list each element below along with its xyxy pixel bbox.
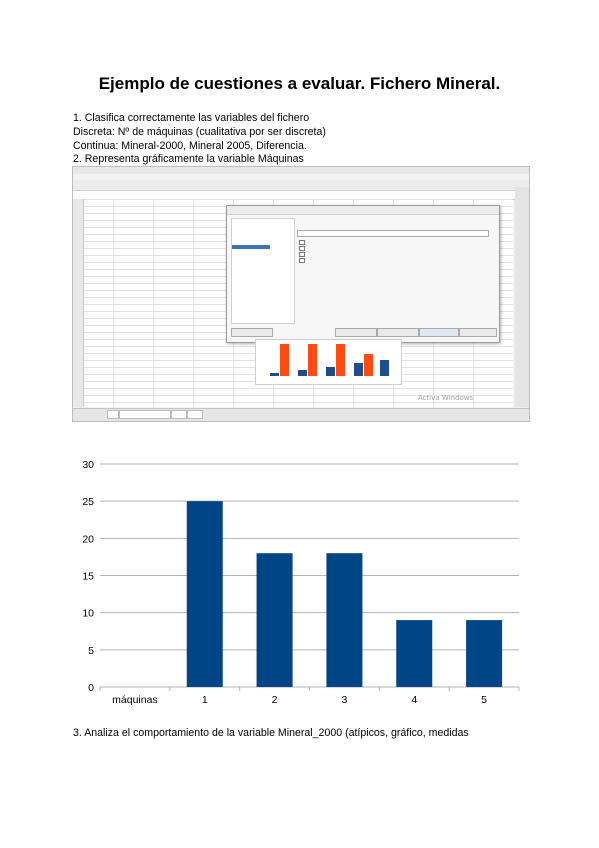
- y-tick-label: 20: [82, 533, 94, 545]
- dialog-range-field: [297, 230, 489, 237]
- mini-bar: [364, 354, 373, 376]
- answer-discreta: Discreta: Nº de máquinas (cualitativa po…: [73, 126, 326, 138]
- bar-5: [466, 620, 503, 687]
- chart-wizard-dialog: [226, 205, 500, 343]
- sheet-tab: [107, 410, 119, 419]
- sheet-tabs-bar: [73, 408, 529, 421]
- bar-2: [256, 553, 293, 687]
- x-tick-label: 3: [341, 694, 347, 706]
- mini-bar: [326, 367, 335, 376]
- bar-4: [396, 620, 433, 687]
- mini-chart-preview: [255, 339, 402, 385]
- dialog-checkbox: [299, 252, 305, 257]
- bar-chart-svg: 0 5 10 15 20 25 30 máquinas 1 2 3 4 5: [82, 459, 520, 706]
- question-3: 3. Analiza el comportamiento de la varia…: [73, 727, 469, 739]
- bar-1: [186, 501, 223, 687]
- question-1: 1. Clasifica correctamente las variables…: [73, 112, 310, 124]
- mini-bar: [270, 373, 279, 376]
- x-tick-label: máquinas: [112, 694, 158, 706]
- x-tick-label: 5: [481, 694, 487, 706]
- mini-bar: [280, 344, 289, 376]
- mini-bar: [354, 363, 363, 376]
- mini-bar: [336, 344, 345, 376]
- row-headers: [73, 199, 84, 407]
- spreadsheet-screenshot: Activa Windows: [72, 166, 530, 422]
- document-title: Ejemplo de cuestiones a evaluar. Fichero…: [98, 74, 501, 93]
- bar-3: [326, 553, 363, 687]
- y-tick-label: 0: [88, 682, 94, 694]
- dialog-cancel-button: [459, 328, 497, 337]
- mini-bar: [380, 360, 389, 376]
- sheet-tab: [119, 410, 171, 419]
- toolbar: [73, 180, 529, 191]
- dialog-checkbox: [299, 246, 305, 251]
- sidebar-panel: [515, 187, 529, 407]
- answer-continua: Continua: Mineral-2000, Mineral 2005, Di…: [73, 140, 307, 152]
- dialog-step-selected: [232, 245, 270, 249]
- question-2: 2. Representa gráficamente la variable M…: [73, 153, 304, 165]
- dialog-checkbox: [299, 258, 305, 263]
- dialog-next-button: [377, 328, 419, 337]
- dialog-finish-button: [419, 328, 459, 337]
- bar-chart: 0 5 10 15 20 25 30 máquinas 1 2 3 4 5: [0, 450, 599, 720]
- dialog-checkbox: [299, 240, 305, 245]
- window-titlebar: [73, 167, 529, 174]
- y-tick-label: 15: [82, 571, 94, 583]
- x-tick-label: 2: [272, 694, 278, 706]
- y-tick-label: 10: [82, 608, 94, 620]
- dialog-back-button: [335, 328, 377, 337]
- mini-bar: [308, 344, 317, 376]
- sheet-tab: [171, 410, 187, 419]
- y-tick-label: 25: [82, 496, 94, 508]
- mini-bar: [298, 370, 307, 376]
- y-tick-label: 30: [82, 459, 94, 471]
- dialog-titlebar: [227, 206, 499, 215]
- dialog-steps-panel: [231, 218, 295, 324]
- windows-watermark: Activa Windows: [418, 394, 474, 402]
- y-tick-label: 5: [88, 645, 94, 657]
- menu-bar: [73, 174, 529, 180]
- x-tick-label: 1: [202, 694, 208, 706]
- sheet-tab: [187, 410, 203, 419]
- dialog-help-button: [231, 328, 273, 337]
- x-tick-label: 4: [411, 694, 417, 706]
